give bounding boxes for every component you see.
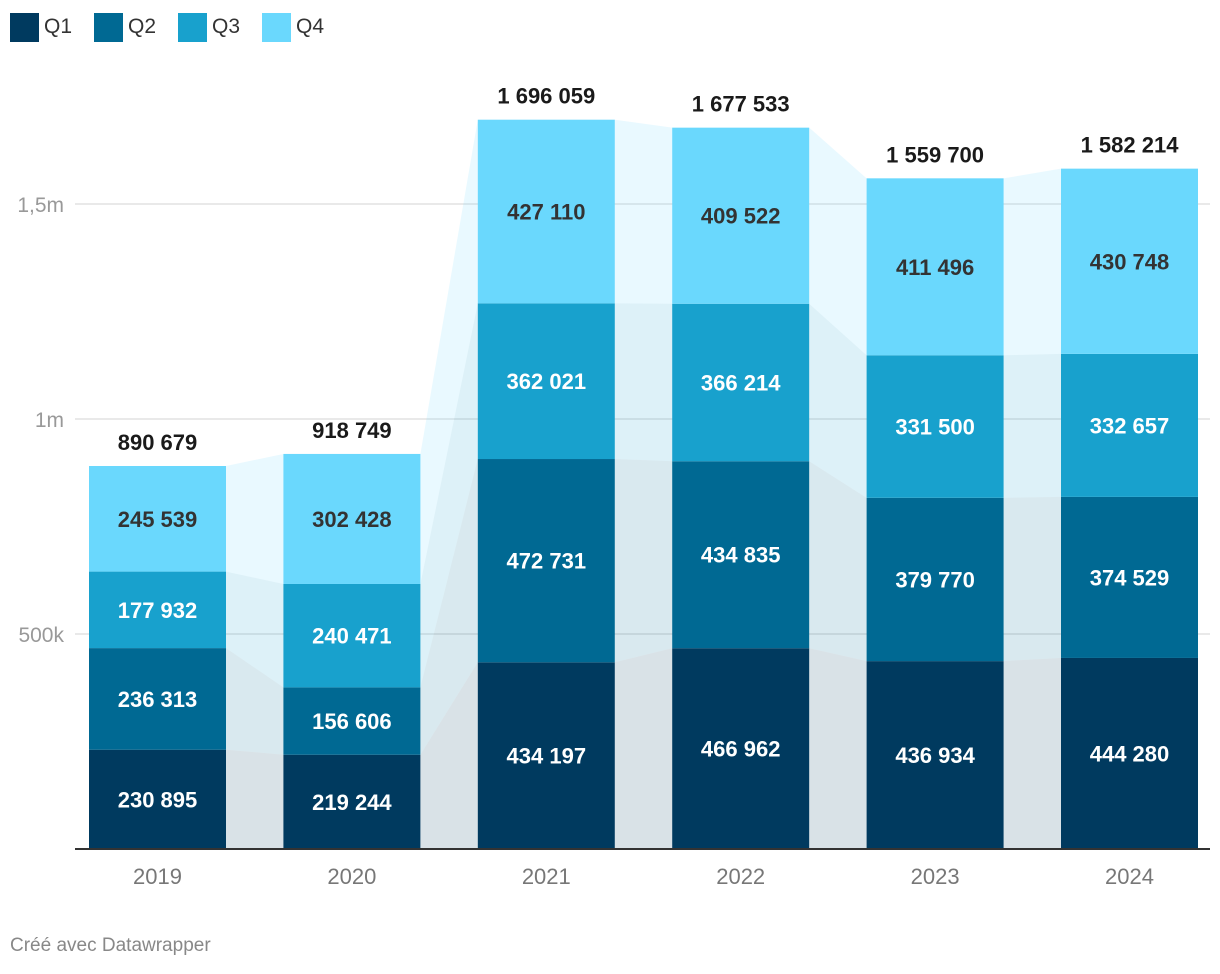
- connector-band-q3: [1003, 353, 1061, 498]
- data-label-q3: 177 932: [118, 598, 198, 623]
- connector-band-q1: [226, 749, 284, 849]
- bar-q3-2023: [866, 355, 1004, 498]
- bar-q2-2024: [1061, 496, 1198, 658]
- legend-label-q2: Q2: [128, 15, 157, 38]
- connector-band-q2: [420, 459, 478, 755]
- connector-band-q2: [226, 648, 284, 755]
- data-label-q3: 240 471: [312, 624, 392, 649]
- legend-label-q4: Q4: [296, 15, 325, 38]
- connector-band-q2: [809, 461, 867, 662]
- bar-q3-2019: [89, 571, 226, 649]
- bar-q4-2023: [866, 178, 1004, 356]
- data-label-q2: 434 835: [701, 543, 781, 568]
- bar-q4-2019: [89, 466, 226, 572]
- connector-band-q3: [420, 303, 478, 688]
- legend-swatch-q2: [94, 12, 124, 42]
- legend-swatch-q3: [178, 12, 208, 42]
- bar-q3-2022: [672, 303, 810, 462]
- data-label-q2: 379 770: [895, 567, 975, 592]
- bar-q1-2020: [283, 754, 421, 849]
- connector-band-q3: [226, 571, 284, 688]
- data-label-q3: 362 021: [507, 369, 587, 394]
- y-tick-label: 1m: [35, 409, 64, 432]
- total-label: 890 679: [118, 430, 198, 455]
- data-label-q1: 230 895: [118, 787, 198, 812]
- data-label-q1: 436 934: [895, 743, 975, 768]
- connector-band-q1: [809, 648, 867, 849]
- connector-band-q4: [614, 119, 673, 304]
- legend-item-q3[interactable]: Q3: [178, 12, 241, 42]
- data-label-q3: 331 500: [895, 415, 975, 440]
- data-label-q2: 236 313: [118, 687, 198, 712]
- credit-text: Créé avec Datawrapper: [10, 935, 211, 956]
- data-label-q4: 409 522: [701, 204, 781, 229]
- bar-q4-2022: [672, 127, 810, 304]
- connector-band-q4: [226, 453, 284, 584]
- total-label: 1 559 700: [886, 142, 984, 167]
- legend-swatch-q1: [10, 12, 39, 42]
- legend: Q1 Q2 Q3 Q4: [10, 12, 346, 42]
- bar-q2-2022: [672, 461, 810, 649]
- connector-band-q3: [614, 303, 673, 462]
- bar-q2-2020: [283, 687, 421, 755]
- connector-band-q2: [614, 459, 673, 663]
- bar-q4-2020: [283, 453, 421, 584]
- connector-band-q3: [809, 303, 867, 498]
- legend-swatch-q4: [262, 12, 292, 42]
- data-label-q3: 332 657: [1090, 413, 1170, 438]
- legend-label-q1: Q1: [44, 15, 73, 38]
- data-label-q4: 427 110: [507, 200, 585, 225]
- x-tick-label: 2020: [327, 864, 376, 889]
- connector-band-q1: [1003, 657, 1061, 849]
- bar-q3-2024: [1061, 353, 1198, 497]
- data-label-q4: 411 496: [896, 255, 974, 280]
- connector-band-q4: [1003, 168, 1061, 356]
- legend-item-q4[interactable]: Q4: [262, 12, 325, 42]
- legend-item-q1[interactable]: Q1: [10, 12, 73, 42]
- x-tick-label: 2021: [522, 864, 571, 889]
- data-label-q4: 245 539: [118, 507, 198, 532]
- x-tick-label: 2023: [911, 864, 960, 889]
- y-tick-label: 1,5m: [17, 194, 64, 217]
- bar-q1-2021: [477, 662, 615, 849]
- bar-q3-2020: [283, 583, 421, 688]
- bar-q2-2019: [89, 648, 226, 750]
- total-label: 1 696 059: [497, 84, 595, 109]
- bar-q1-2022: [672, 648, 810, 849]
- bar-q2-2023: [866, 497, 1004, 662]
- data-label-q1: 219 244: [312, 790, 392, 815]
- total-label: 1 582 214: [1081, 133, 1180, 158]
- legend-item-q2[interactable]: Q2: [94, 12, 157, 42]
- legend-label-q3: Q3: [212, 15, 241, 38]
- data-label-q2: 156 606: [312, 709, 392, 734]
- x-tick-label: 2024: [1105, 864, 1154, 889]
- bar-q2-2021: [477, 459, 615, 663]
- bar-q1-2024: [1061, 657, 1198, 849]
- data-label-q1: 466 962: [701, 737, 781, 762]
- connector-band-q1: [614, 648, 673, 849]
- data-label-q1: 434 197: [507, 744, 587, 769]
- bar-q1-2019: [89, 749, 226, 849]
- data-label-q4: 430 748: [1090, 249, 1170, 274]
- bar-q4-2024: [1061, 168, 1198, 354]
- total-label: 918 749: [312, 418, 392, 443]
- bar-q1-2023: [866, 661, 1004, 849]
- bar-q3-2021: [477, 303, 615, 460]
- data-label-q2: 472 731: [507, 549, 587, 574]
- total-label: 1 677 533: [692, 92, 790, 117]
- x-tick-label: 2022: [716, 864, 765, 889]
- y-tick-label: 500k: [18, 624, 64, 647]
- connector-band-q2: [1003, 496, 1061, 662]
- data-label-q4: 302 428: [312, 507, 392, 532]
- connector-band-q4: [420, 119, 478, 584]
- connector-band-q1: [420, 662, 478, 849]
- bar-q4-2021: [477, 119, 615, 304]
- data-label-q2: 374 529: [1090, 565, 1170, 590]
- connector-band-q4: [809, 127, 867, 356]
- data-label-q3: 366 214: [701, 370, 781, 395]
- x-tick-label: 2019: [133, 864, 182, 889]
- data-label-q1: 444 280: [1090, 741, 1170, 766]
